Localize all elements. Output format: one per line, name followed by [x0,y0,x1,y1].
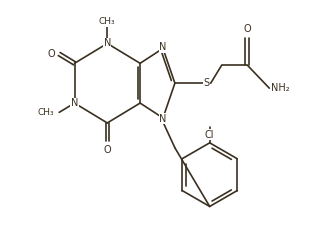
Text: CH₃: CH₃ [37,108,54,117]
Text: N: N [71,98,78,108]
Text: N: N [159,43,167,52]
Text: O: O [104,145,111,155]
Text: NH₂: NH₂ [271,83,290,93]
Text: Cl: Cl [205,130,215,140]
Text: O: O [48,49,55,59]
Text: N: N [104,38,111,49]
Text: N: N [159,114,167,124]
Text: O: O [243,24,251,34]
Text: CH₃: CH₃ [99,17,116,26]
Text: S: S [203,78,210,88]
